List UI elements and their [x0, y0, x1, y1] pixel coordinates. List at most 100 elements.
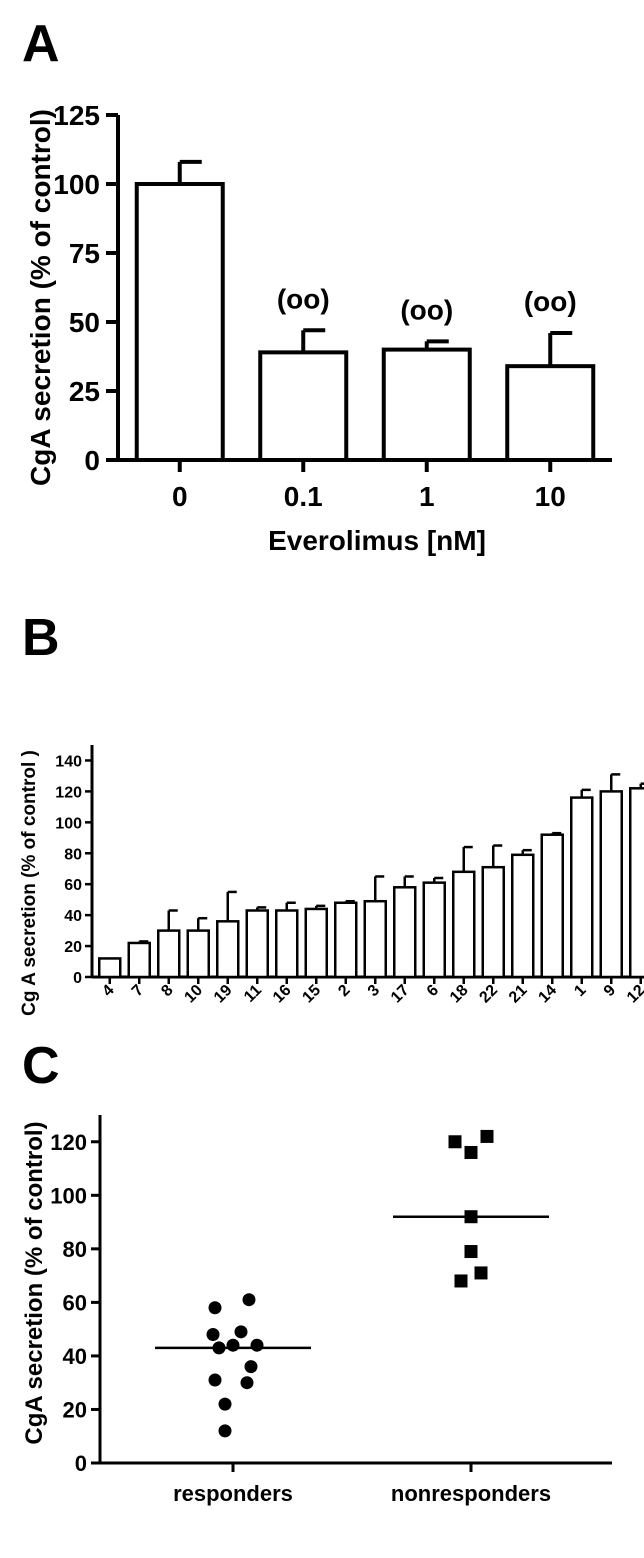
data-point — [464, 1145, 478, 1159]
y-axis-label: CgA secretion (% of control) — [21, 1121, 48, 1444]
bar — [540, 833, 564, 979]
x-tick-label: 8 — [158, 982, 176, 1000]
bar — [98, 957, 122, 979]
bar — [570, 796, 594, 979]
y-tick-label: 20 — [64, 939, 82, 956]
bar — [334, 901, 358, 979]
bar — [157, 929, 181, 979]
bar — [134, 182, 225, 462]
data-point — [218, 1424, 232, 1438]
x-tick-label: 2 — [335, 982, 353, 1000]
significance-label: (oo) — [400, 294, 453, 325]
bar — [452, 870, 476, 979]
panel-letter-c: C — [22, 1037, 60, 1095]
bar — [304, 907, 328, 979]
panel-letter-a: A — [22, 15, 60, 73]
x-tick-label: 3 — [365, 982, 383, 1000]
y-tick-label: 60 — [63, 1290, 87, 1315]
x-tick-label: 10 — [181, 982, 206, 1007]
bar — [381, 347, 472, 463]
y-tick-label: 75 — [69, 238, 100, 269]
bar — [511, 853, 535, 979]
y-tick-label: 60 — [64, 877, 82, 894]
x-tick-label: 22 — [476, 982, 501, 1007]
y-tick-label: 0 — [75, 1451, 87, 1476]
bar — [216, 920, 240, 979]
x-tick-label: 10 — [535, 481, 566, 512]
bar — [363, 899, 387, 979]
chart-c: 0 20 40 60 80 100 120 responders nonresponders Cg… — [21, 1115, 612, 1506]
y-tick-label: 40 — [64, 908, 82, 925]
y-tick-label: 80 — [63, 1237, 87, 1262]
y-axis-label: CgA secretion (% of control) — [25, 109, 56, 486]
data-point — [212, 1341, 226, 1355]
x-tick-label: 21 — [506, 982, 531, 1007]
data-point — [250, 1338, 264, 1352]
x-tick-label: 1 — [571, 982, 589, 1000]
chart-a: 0 25 50 75 100 125 0 0.1 (oo) 1 (oo) 10 (oo) Everolim… — [25, 100, 612, 556]
y-tick-label: 120 — [50, 1130, 87, 1155]
y-tick-label: 50 — [69, 307, 100, 338]
data-point — [464, 1245, 478, 1259]
x-tick-label: 17 — [388, 982, 413, 1007]
bar — [393, 886, 417, 979]
y-tick-label: 80 — [64, 846, 82, 863]
y-tick-label: 0 — [73, 970, 82, 987]
y-tick-label: 20 — [63, 1397, 87, 1422]
x-tick-label: responders — [173, 1481, 293, 1506]
significance-label: (oo) — [277, 283, 330, 314]
data-point — [480, 1129, 494, 1143]
x-tick-label: 16 — [270, 982, 295, 1007]
x-tick-label: 15 — [299, 982, 324, 1007]
data-point — [464, 1210, 478, 1224]
data-point — [240, 1376, 254, 1390]
data-point — [234, 1325, 248, 1339]
y-tick-label: 140 — [55, 753, 82, 770]
bar — [422, 881, 446, 979]
x-tick-label: 19 — [211, 982, 236, 1007]
data-point — [208, 1373, 222, 1387]
bar — [258, 350, 349, 462]
bar — [275, 909, 299, 979]
data-point — [208, 1301, 222, 1315]
y-tick-label: 120 — [55, 784, 82, 801]
x-tick-label: 6 — [424, 982, 442, 1000]
data-point — [218, 1397, 232, 1411]
data-point — [244, 1360, 258, 1374]
bar — [629, 787, 644, 979]
x-tick-label: 11 — [241, 982, 265, 1006]
data-point — [242, 1293, 256, 1307]
x-tick-label: 12 — [624, 982, 644, 1007]
data-point — [206, 1328, 220, 1342]
bar — [186, 929, 210, 979]
x-tick-label: 0.1 — [284, 481, 323, 512]
data-point — [448, 1135, 462, 1149]
panel-letter-b: B — [22, 609, 60, 667]
x-tick-label: 7 — [129, 982, 147, 1000]
x-tick-label: 18 — [447, 982, 472, 1007]
bar — [599, 790, 623, 979]
significance-label: (oo) — [524, 286, 577, 317]
y-tick-label: 100 — [53, 169, 100, 200]
bar — [505, 364, 596, 462]
bar — [127, 941, 151, 979]
x-tick-label: 4 — [99, 982, 117, 1000]
x-tick-label: 1 — [419, 481, 435, 512]
y-tick-label: 100 — [55, 815, 82, 832]
bar — [245, 909, 269, 979]
data-point — [226, 1338, 240, 1352]
x-axis-label: Everolimus [nM] — [268, 525, 486, 556]
x-tick-label: 14 — [535, 982, 560, 1007]
x-tick-label: nonresponders — [391, 1481, 551, 1506]
y-tick-label: 40 — [63, 1344, 87, 1369]
data-point — [474, 1266, 488, 1280]
y-tick-label: 0 — [84, 445, 100, 476]
y-tick-label: 25 — [69, 376, 100, 407]
x-tick-label: 0 — [172, 481, 188, 512]
x-tick-label: 9 — [601, 982, 619, 1000]
y-axis-label: Cg A secretion (% of control ) — [19, 750, 40, 1016]
y-tick-label: 100 — [50, 1183, 87, 1208]
data-point — [454, 1274, 468, 1288]
y-tick-label: 125 — [53, 100, 100, 131]
